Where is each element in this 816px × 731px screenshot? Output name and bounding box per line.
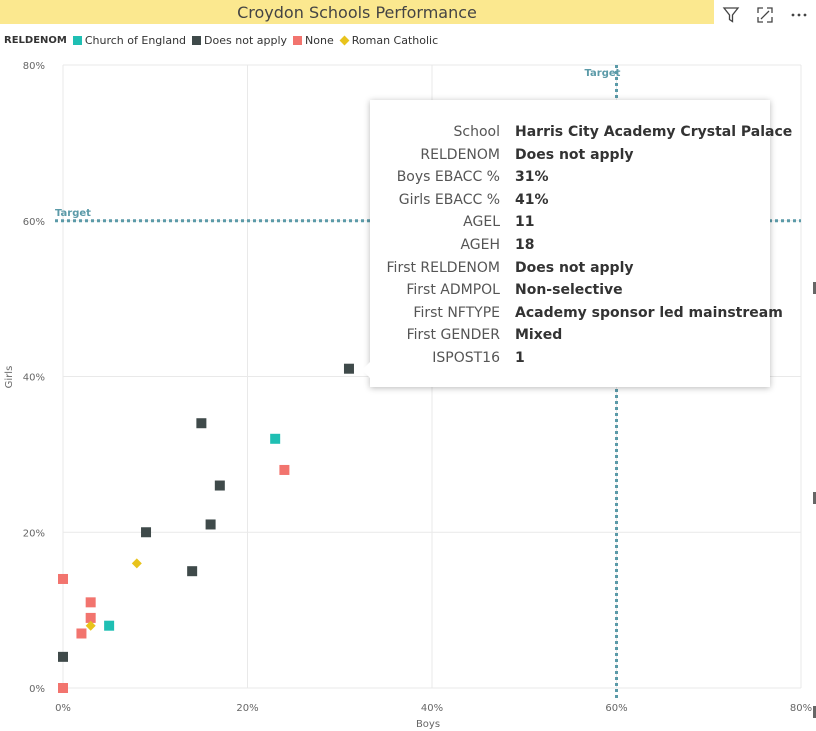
tooltip-pointer [362,362,370,378]
edge-handle [813,492,816,504]
x-tick-label: 0% [55,703,71,714]
tooltip-key: First RELDENOM [386,259,500,276]
x-tick-label: 20% [236,703,258,714]
tooltip-row: First GENDER Mixed [370,324,770,346]
filter-icon[interactable] [720,4,742,26]
tooltip-key: RELDENOM [420,146,500,163]
legend-item-does-not-apply[interactable]: Does not apply [192,34,287,47]
data-point [214,480,225,491]
legend-item-church-of-england[interactable]: Church of England [72,34,187,47]
tooltip-value: 31% [515,169,549,186]
x-tick-label: 60% [605,703,627,714]
data-point [58,573,68,584]
edge-handle [813,282,816,294]
legend-label: Roman Catholic [351,34,439,47]
x-axis-title: Boys [416,719,440,730]
y-tick-label: 80% [23,61,45,72]
legend-swatch [72,36,82,45]
chart-title-bar: Croydon Schools Performance [0,0,714,24]
legend-label: Church of England [84,34,187,47]
tooltip-key: First ADMPOL [406,282,500,299]
data-point [196,418,207,429]
data-point [85,612,96,623]
tooltip-value: Does not apply [515,146,634,163]
tooltip-key: School [453,124,500,140]
data-point [76,628,87,639]
data-point [85,597,96,608]
tooltip-row: First RELDENOM Does not apply [370,257,770,279]
chart-title: Croydon Schools Performance [237,2,477,22]
tooltip-value: 18 [515,237,535,253]
tooltip-row: AGEH 18 [370,234,770,256]
legend-title: RELDENOM [4,35,67,46]
tooltip-row: AGEL 11 [370,211,770,233]
y-tick-label: 40% [23,373,45,384]
y-tick-label: 60% [23,217,45,228]
tooltip-row: Boys EBACC % 31% [370,166,770,188]
tooltip-value: 11 [515,214,535,231]
x-tick-label: 80% [790,703,812,714]
legend-swatch [293,36,303,45]
data-point [58,651,68,662]
tooltip-key: First NFTYPE [413,304,500,321]
y-axis-title: Girls [4,366,15,389]
tooltip-row: ISPOST16 1 [370,347,770,369]
tooltip-row: First ADMPOL Non-selective [370,279,770,301]
tooltip-value: Mixed [515,327,563,344]
legend-swatch [192,36,202,45]
target-label-x: Target [585,68,621,79]
tooltip-key: Boys EBACC % [396,169,500,186]
legend-item-roman-catholic[interactable]: Roman Catholic [339,34,439,47]
legend-label: Does not apply [204,34,288,47]
tooltip-row: Girls EBACC % 41% [370,189,770,211]
tooltip-key: First GENDER [406,327,500,344]
legend-item-none[interactable]: None [293,34,334,47]
tooltip-value: Non-selective [515,282,623,299]
tooltip-key: AGEL [463,214,500,231]
tooltip-row: School Harris City Academy Crystal Palace [370,121,793,143]
data-point [85,620,96,631]
tooltip-value: 1 [515,350,525,366]
data-point [131,558,142,569]
data-point [141,527,152,538]
data-point-tooltip: School Harris City Academy Crystal Palace… [362,100,793,387]
chart-legend: RELDENOM Church of England Does not appl… [4,34,444,47]
tooltip-key: ISPOST16 [432,350,500,366]
data-point [343,363,354,374]
tooltip-row: First NFTYPE Academy sponsor led mainstre… [370,302,782,324]
more-options-icon[interactable] [788,4,810,26]
tooltip-value: 41% [515,191,549,208]
y-tick-label: 20% [23,528,45,539]
tooltip-value: Academy sponsor led mainstream [515,304,783,321]
tooltip-row: RELDENOM Does not apply [370,144,770,166]
legend-label: None [305,34,334,47]
expand-icon[interactable] [754,4,776,26]
y-tick-label: 0% [29,684,45,695]
tooltip-value: Harris City Academy Crystal Palace [515,124,793,140]
edge-handle [813,706,816,718]
data-point [187,566,198,577]
data-point [270,433,281,444]
tooltip-value: Does not apply [515,259,634,276]
tooltip-key: AGEH [460,237,500,253]
data-point [205,519,216,530]
visual-toolbar [714,4,816,26]
target-label-y: Target [55,208,91,219]
x-tick-label: 40% [421,703,443,714]
tooltip-key: Girls EBACC % [398,191,500,208]
data-point [279,464,290,475]
data-point [104,620,115,631]
data-point [58,683,68,693]
